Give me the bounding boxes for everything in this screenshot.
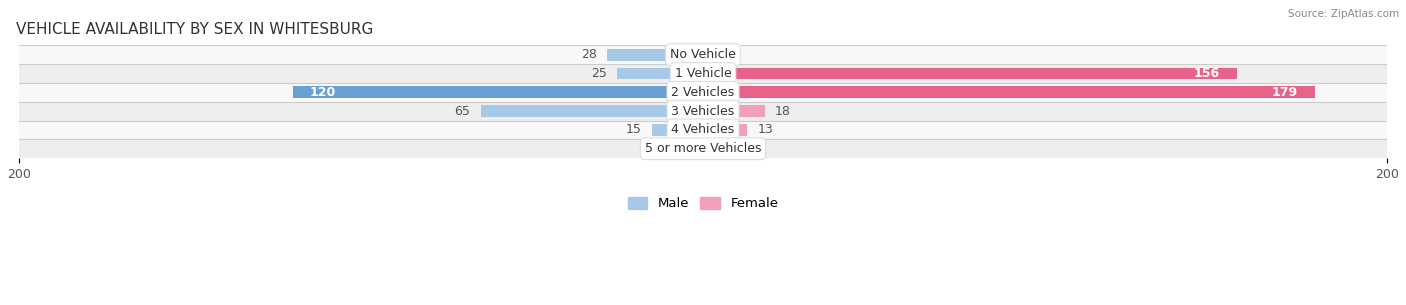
Text: No Vehicle: No Vehicle	[671, 48, 735, 61]
Text: 0: 0	[713, 48, 721, 61]
Text: 0: 0	[713, 142, 721, 155]
Bar	[703, 105, 765, 117]
Bar	[652, 124, 703, 136]
Text: 2 Vehicles: 2 Vehicles	[672, 86, 734, 99]
Bar	[607, 49, 703, 60]
Text: 15: 15	[626, 124, 641, 136]
Text: 120: 120	[309, 86, 336, 99]
Bar	[617, 68, 703, 79]
Text: 18: 18	[775, 105, 790, 118]
Bar	[18, 45, 1388, 64]
Bar	[18, 64, 1388, 83]
Text: 25: 25	[592, 67, 607, 80]
Bar	[481, 105, 703, 117]
Legend: Male, Female: Male, Female	[627, 197, 779, 210]
Bar	[18, 139, 1388, 158]
Text: Source: ZipAtlas.com: Source: ZipAtlas.com	[1288, 9, 1399, 19]
Bar	[18, 120, 1388, 139]
Bar	[18, 83, 1388, 102]
Bar	[703, 87, 1315, 98]
Text: 0: 0	[685, 142, 693, 155]
Text: 5 or more Vehicles: 5 or more Vehicles	[645, 142, 761, 155]
Text: 65: 65	[454, 105, 471, 118]
Text: 3 Vehicles: 3 Vehicles	[672, 105, 734, 118]
Text: 28: 28	[581, 48, 598, 61]
Text: 1 Vehicle: 1 Vehicle	[675, 67, 731, 80]
Text: 13: 13	[758, 124, 773, 136]
Bar	[703, 68, 1237, 79]
Text: 4 Vehicles: 4 Vehicles	[672, 124, 734, 136]
Text: 156: 156	[1194, 67, 1219, 80]
Bar	[292, 87, 703, 98]
Bar	[18, 102, 1388, 120]
Bar	[703, 124, 748, 136]
Text: 179: 179	[1272, 86, 1298, 99]
Text: VEHICLE AVAILABILITY BY SEX IN WHITESBURG: VEHICLE AVAILABILITY BY SEX IN WHITESBUR…	[15, 22, 374, 37]
